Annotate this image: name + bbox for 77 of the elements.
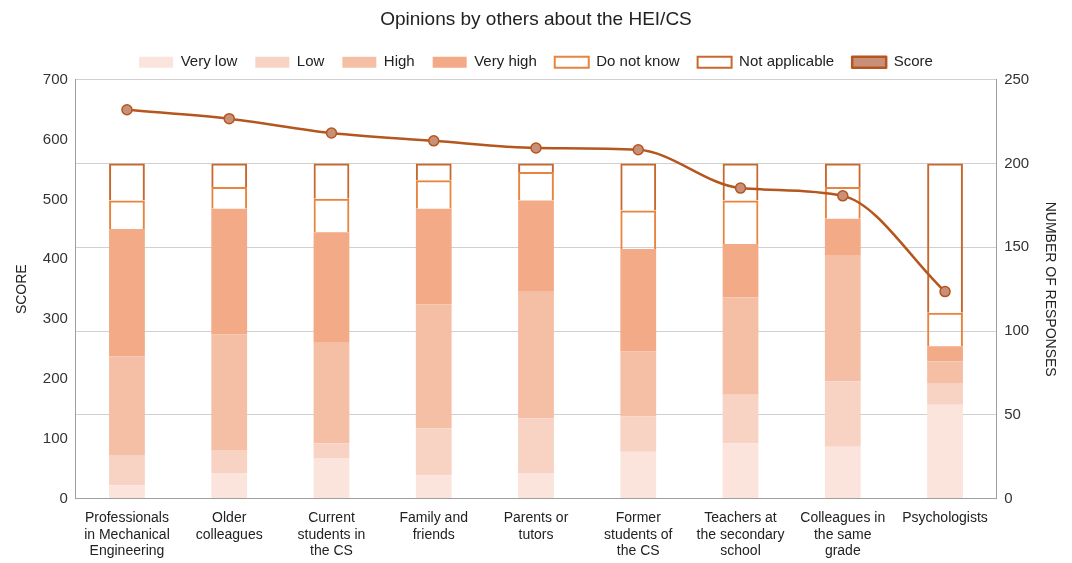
bar xyxy=(722,443,759,499)
bar xyxy=(620,249,657,352)
bar xyxy=(109,455,145,486)
legend-label: Low xyxy=(296,52,325,70)
bar xyxy=(620,416,657,452)
y-tick-label: 700 xyxy=(42,69,68,87)
y-tick-label: 0 xyxy=(59,488,68,506)
point xyxy=(530,142,542,154)
y-tick-label: 200 xyxy=(42,369,68,387)
point xyxy=(223,112,235,125)
y2-tick-label: 100 xyxy=(1004,321,1030,339)
bar xyxy=(313,232,350,343)
bar xyxy=(722,243,759,298)
y-tick-label: 600 xyxy=(42,129,68,147)
bar xyxy=(824,381,861,447)
point xyxy=(632,144,645,156)
bar xyxy=(109,485,145,499)
bar xyxy=(518,200,554,291)
bar xyxy=(927,346,963,362)
y-tick-label: 100 xyxy=(42,428,68,446)
bar xyxy=(927,404,963,499)
bar xyxy=(313,443,350,459)
bar xyxy=(211,450,248,474)
bar xyxy=(927,361,963,384)
bar xyxy=(415,208,452,305)
x-tick-label: Professionals in Mechanical Engineering xyxy=(84,508,170,559)
bar xyxy=(927,383,963,405)
point xyxy=(325,127,338,139)
point xyxy=(837,190,849,202)
bar xyxy=(824,446,861,499)
x-tick-label: Older colleagues xyxy=(195,508,263,542)
point xyxy=(427,135,440,147)
x-tick-label: Family and friends xyxy=(399,508,468,542)
bar xyxy=(722,297,759,395)
y2-tick-label: 0 xyxy=(1004,488,1013,506)
bar xyxy=(620,351,657,417)
bar xyxy=(313,458,350,499)
bar xyxy=(109,356,145,456)
y-axis-title: SCORE xyxy=(13,264,30,315)
x-tick-label: Current students in the CS xyxy=(297,508,366,559)
bar xyxy=(518,290,554,419)
bar xyxy=(109,228,145,357)
legend-label: Do not know xyxy=(596,52,680,70)
bar xyxy=(518,473,554,499)
legend-label: Not applicable xyxy=(739,52,835,70)
x-tick-label: Parents or tutors xyxy=(503,508,569,542)
y2-tick-label: 50 xyxy=(1004,404,1021,422)
bar xyxy=(415,428,452,476)
bar xyxy=(824,218,861,256)
bar xyxy=(518,418,554,474)
bar xyxy=(415,475,452,499)
y-tick-label: 400 xyxy=(42,249,68,267)
x-tick-label: Teachers at the secondary school xyxy=(696,508,785,559)
bar xyxy=(211,334,248,451)
y2-axis-title: NUMBER OF RESPONSES xyxy=(1042,201,1059,377)
chart-title: Opinions by others about the HEI/CS xyxy=(380,7,692,29)
bar xyxy=(313,342,350,444)
y-tick-label: 300 xyxy=(42,309,68,327)
x-tick-label: Former students of the CS xyxy=(604,508,673,559)
bar xyxy=(211,208,248,335)
y-tick-label: 500 xyxy=(42,189,68,207)
legend-label: Very low xyxy=(180,52,238,70)
y2-tick-label: 200 xyxy=(1004,153,1030,171)
bar xyxy=(722,394,759,444)
legend-label: Very high xyxy=(474,52,537,70)
y2-tick-label: 150 xyxy=(1004,237,1030,255)
point xyxy=(121,103,133,116)
bar xyxy=(824,255,861,382)
bar xyxy=(620,451,657,499)
legend-label: High xyxy=(383,52,415,70)
point xyxy=(939,285,951,298)
y2-tick-label: 250 xyxy=(1004,69,1030,87)
bar xyxy=(415,304,452,429)
x-tick-label: Psychologists xyxy=(902,508,988,525)
bar xyxy=(211,473,248,499)
legend-label: Score xyxy=(893,52,933,70)
x-tick-label: Colleagues in the same grade xyxy=(800,508,886,559)
